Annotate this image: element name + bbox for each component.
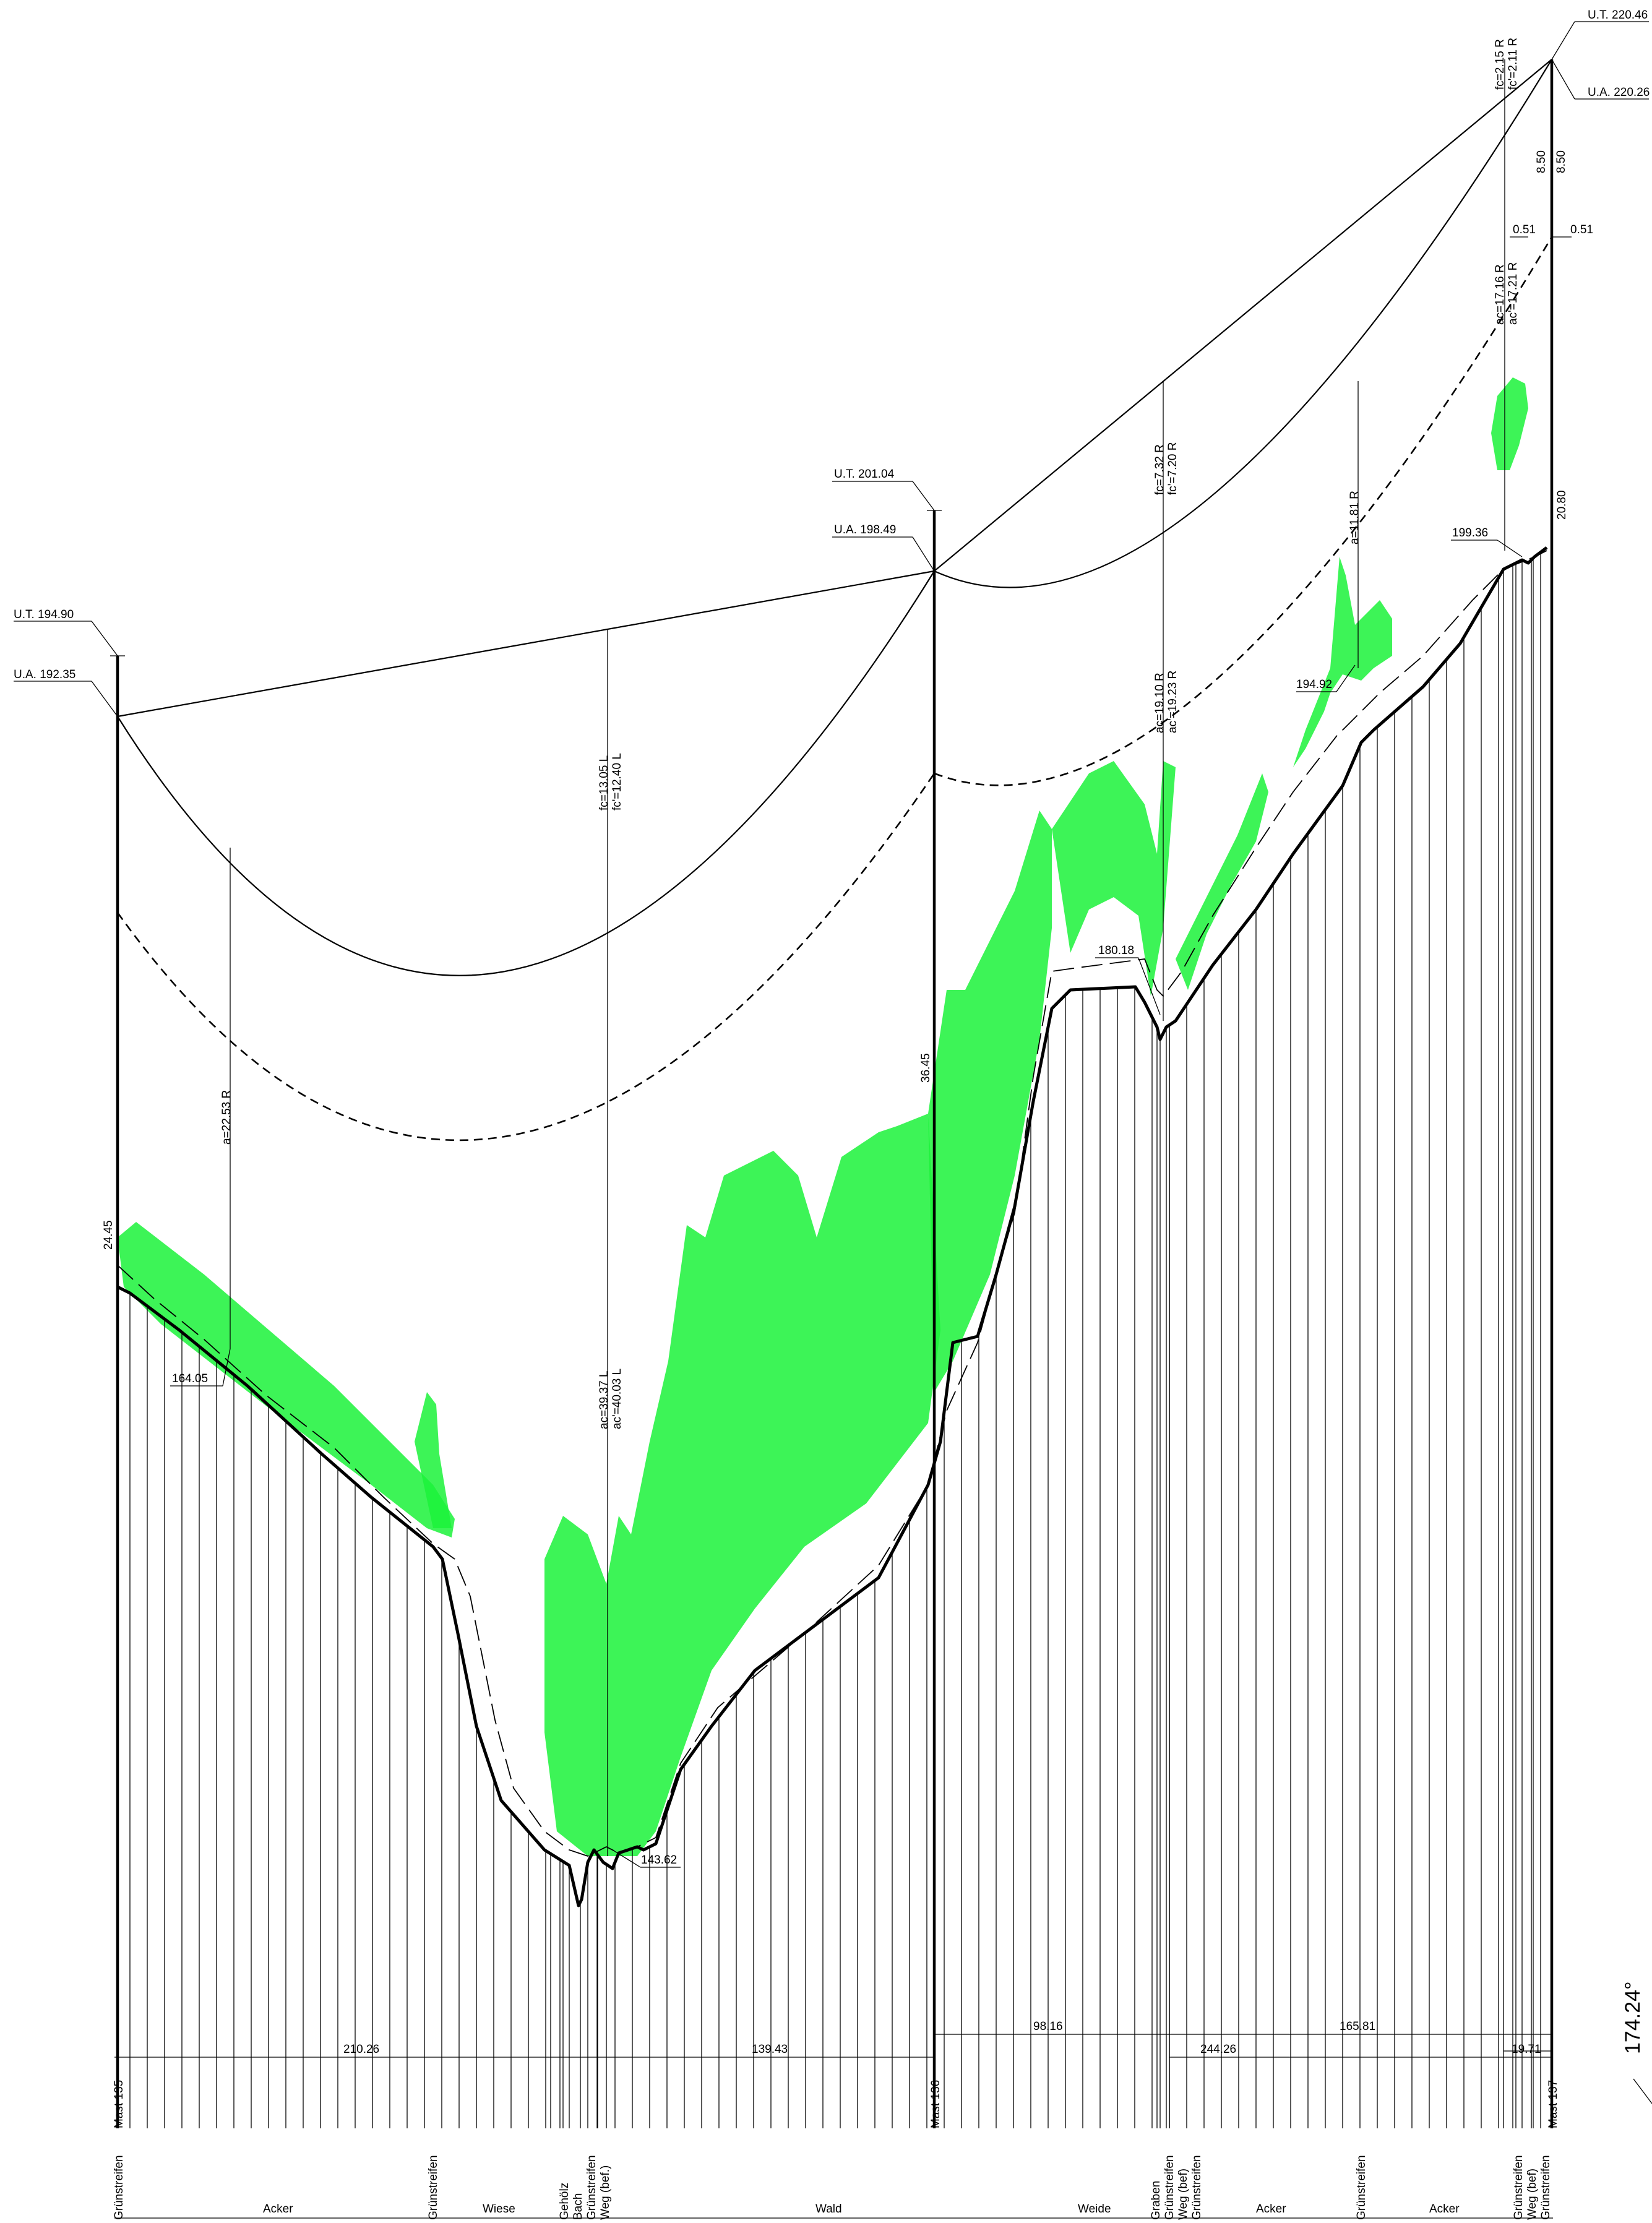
feature-label: Grünstreifen [427,2155,440,2220]
distance-dimension-lines [114,2034,1552,2058]
feature-label: Grünstreifen [1512,2155,1525,2220]
span1-ac: ac=39.37 L [598,1370,611,1429]
feature-label: Grünstreifen [1163,2155,1176,2220]
angle-label: 174.24° [1621,1981,1645,2054]
land-use-label: Acker [263,2203,293,2216]
mast-137-height: 20.80 [1555,490,1568,520]
elevation-label: 199.36 [1452,527,1488,540]
span3-ac: ac=17.16 R [1494,264,1507,325]
elevation-leaders [170,540,1523,1868]
land-use-label: Acker [1256,2203,1286,2216]
feature-label: Graben [1150,2181,1163,2220]
mast-136 [832,481,942,2128]
mast-137-ut-label: U.T. 220.46 [1588,9,1648,22]
ground-offset-line [117,550,1547,1857]
span2-ac: ac=19.10 R [1153,673,1166,733]
land-use-label: Wald [815,2203,842,2216]
distance-label: 244.26 [1200,2043,1236,2056]
span3-ac-prime: ac'=17.21 R [1507,262,1520,325]
mast-136-ut-label: U.T. 201.04 [834,468,895,481]
feature-label: Grünstreifen [585,2155,598,2220]
span3-fc-prime: fc'=2.11 R [1507,38,1520,90]
elevation-label: 180.18 [1098,944,1134,957]
mast-135-name: Mast 135 [113,2080,126,2128]
span1-fc: fc=13.05 L [598,755,611,811]
span1-fc-prime: fc'=12.40 L [611,753,624,811]
mast-137-name: Mast 137 [1547,2080,1560,2128]
feature-label: Grünstreifen [113,2155,126,2220]
ground-hatch-lines [129,552,1541,2128]
elevation-label: 164.05 [172,1372,208,1385]
mast-135-ua-label: U.A. 192.35 [14,668,75,681]
distance-label: 210.26 [343,2043,379,2056]
feature-label: Grünstreifen [1190,2155,1203,2220]
mast-136-ua-label: U.A. 198.49 [834,523,896,536]
mast-136-name: Mast 136 [929,2080,942,2128]
distance-label: 139.43 [752,2043,788,2056]
elevation-label: 143.62 [641,1854,677,1867]
span3-h1: 8.50 [1535,150,1548,173]
mast-137-ua-label: U.A. 220.26 [1588,86,1650,99]
span1-ac-prime: ac'=40.03 L [611,1369,624,1429]
vegetation-point-cloud [118,377,1528,1856]
span2-fc: fc=7.32 R [1153,444,1166,495]
distance-label: 19.71 [1512,2043,1541,2056]
mast-135-height: 24.45 [102,1220,115,1250]
feature-label: Bach [572,2193,585,2220]
span2-fc-prime: fc'=7.20 R [1166,442,1179,495]
land-use-label: Acker [1429,2203,1460,2216]
span2-ac-prime: ac'=19.23 R [1166,671,1179,733]
span2-a: a=11.81 R [1348,491,1361,544]
feature-label: Gehölz [558,2183,571,2220]
span3-h2: 8.50 [1555,150,1568,173]
mast-135 [14,621,125,2128]
mast-137 [1550,21,1649,2128]
span3-fc: fc=2.15 R [1494,39,1507,90]
conductor-lines [116,59,1553,1142]
span-measurement-lines [230,59,1572,1856]
distance-label: 165.81 [1340,2020,1375,2033]
distance-label: 98.16 [1033,2020,1063,2033]
feature-label: Grünstreifen [1355,2155,1368,2220]
angle-indicator [1633,2078,1652,2104]
land-use-label: Wiese [483,2203,515,2216]
elevation-label: 194.92 [1296,678,1332,691]
feature-label: Weg (bef.) [599,2165,612,2220]
feature-label: Weg (bef) [1526,2169,1539,2220]
land-use-label: Weide [1078,2203,1111,2216]
span3-offset-1: 0.51 [1513,223,1536,236]
ground-profile-line [116,546,1548,1907]
span3-offset-2: 0.51 [1570,223,1593,236]
feature-label: Grünstreifen [1539,2155,1552,2220]
feature-label: Weg (bef) [1177,2169,1190,2220]
mast-135-ut-label: U.T. 194.90 [14,608,74,621]
mast-136-height: 36.45 [919,1053,932,1083]
span1-a: a=22.53 R [220,1090,233,1145]
